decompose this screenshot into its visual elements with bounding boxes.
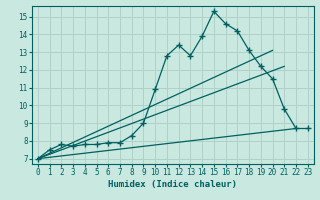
X-axis label: Humidex (Indice chaleur): Humidex (Indice chaleur) [108, 180, 237, 189]
